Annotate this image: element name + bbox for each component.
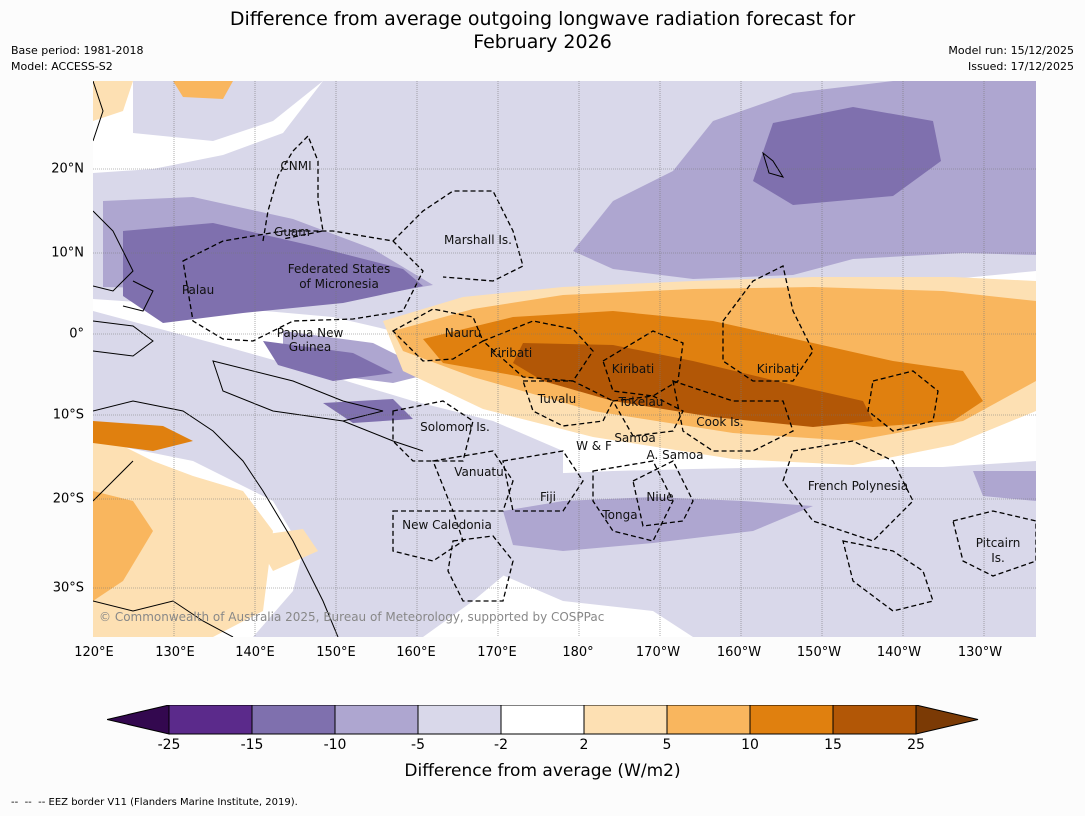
chart-title: Difference from average outgoing longwav… xyxy=(0,8,1085,54)
colorbar xyxy=(107,705,979,735)
x-tick: 160°E xyxy=(396,645,436,660)
colorbar-segment xyxy=(334,705,419,735)
title-line-2: February 2026 xyxy=(473,31,612,53)
colorbar-tick: 10 xyxy=(741,737,759,753)
colorbar-under-arrow xyxy=(107,705,170,735)
x-tick: 150°E xyxy=(316,645,356,660)
label-png-1: Papua New xyxy=(277,326,344,340)
y-tick: 30°S xyxy=(52,580,84,596)
x-tick: 150°W xyxy=(796,645,842,660)
title-line-1: Difference from average outgoing longwav… xyxy=(229,8,856,30)
colorbar-segment xyxy=(500,705,585,735)
x-tick: 140°E xyxy=(235,645,275,660)
colorbar-tick: 25 xyxy=(907,737,925,753)
label-cnmi: CNMI xyxy=(280,159,311,173)
label-pitcairn-2: Is. xyxy=(991,551,1005,565)
label-palau: Palau xyxy=(182,283,214,297)
colorbar-title: Difference from average (W/m2) xyxy=(404,761,681,781)
colorbar-segment xyxy=(666,705,751,735)
x-tick: 180° xyxy=(562,645,594,660)
graticule xyxy=(93,81,1036,637)
colorbar-segment xyxy=(832,705,917,735)
x-tick: 170°W xyxy=(635,645,681,660)
label-niue: Niue xyxy=(646,490,673,504)
base-period: Base period: 1981-2018 xyxy=(11,44,144,57)
label-marshall: Marshall Is. xyxy=(444,233,512,247)
label-vanuatu: Vanuatu xyxy=(454,465,504,479)
label-wf: W & F xyxy=(576,439,612,453)
label-french-polynesia: French Polynesia xyxy=(808,479,908,493)
eez-footnote: -- -- -- EEZ border V11 (Flanders Marine… xyxy=(11,797,298,808)
colorbar-segment xyxy=(749,705,834,735)
label-tuvalu: Tuvalu xyxy=(537,392,577,406)
label-fsm-1: Federated States xyxy=(288,262,390,276)
label-pitcairn-1: Pitcairn xyxy=(976,536,1021,550)
label-solomon: Solomon Is. xyxy=(420,420,490,434)
x-tick: 160°W xyxy=(716,645,762,660)
label-new-caledonia: New Caledonia xyxy=(402,518,492,532)
copyright-notice: © Commonwealth of Australia 2025, Bureau… xyxy=(99,610,604,624)
y-tick: 10°N xyxy=(51,245,84,261)
colorbar-tick: -5 xyxy=(411,737,425,753)
colorbar-segment xyxy=(417,705,502,735)
y-tick: 20°S xyxy=(52,491,84,507)
y-tick: 0° xyxy=(69,326,84,342)
issued-date: Issued: 17/12/2025 xyxy=(967,60,1074,73)
colorbar-tick: -10 xyxy=(323,737,347,753)
label-nauru: Nauru xyxy=(445,326,481,340)
region-labels: CNMI Guam Marshall Is. Federated States … xyxy=(182,159,1020,565)
x-tick: 170°E xyxy=(477,645,517,660)
meta-right: Model run: 15/12/2025 Issued: 17/12/2025 xyxy=(948,43,1074,75)
anomaly-band-minus15 xyxy=(123,107,941,423)
label-american-samoa: A. Samoa xyxy=(647,448,704,462)
label-png-2: Guinea xyxy=(289,340,332,354)
x-tick: 140°W xyxy=(876,645,922,660)
forecast-map: CNMI Guam Marshall Is. Federated States … xyxy=(93,81,1036,637)
colorbar-tick: 5 xyxy=(662,737,672,753)
colorbar-tick: -15 xyxy=(240,737,264,753)
label-guam: Guam xyxy=(274,225,310,239)
colorbar-tick: -2 xyxy=(494,737,508,753)
label-tokelau: Tokelau xyxy=(618,395,664,409)
x-tick: 130°W xyxy=(957,645,1003,660)
colorbar-over-arrow xyxy=(915,705,979,735)
label-fsm-2: of Micronesia xyxy=(299,277,379,291)
label-samoa: Samoa xyxy=(614,431,655,445)
anomaly-band-plus15 xyxy=(513,343,873,427)
model-name: Model: ACCESS-S2 xyxy=(11,60,113,73)
label-kiribati-west: Kiribati xyxy=(490,346,532,360)
colorbar-tick: 2 xyxy=(579,737,589,753)
label-fiji: Fiji xyxy=(540,490,556,504)
eez-borders xyxy=(182,134,1036,612)
colorbar-tick: 15 xyxy=(824,737,842,753)
label-tonga: Tonga xyxy=(601,508,637,522)
y-tick: 10°S xyxy=(52,407,84,423)
colorbar-tick: -25 xyxy=(157,737,181,753)
label-cook: Cook Is. xyxy=(696,415,743,429)
y-tick: 20°N xyxy=(51,161,84,177)
x-tick: 120°E xyxy=(74,645,114,660)
x-tick: 130°E xyxy=(155,645,195,660)
coastlines xyxy=(93,81,785,637)
label-kiribati-central: Kiribati xyxy=(612,362,654,376)
label-kiribati-east: Kiribati xyxy=(757,362,799,376)
colorbar-segment xyxy=(168,705,253,735)
colorbar-segment xyxy=(251,705,336,735)
meta-left: Base period: 1981-2018 Model: ACCESS-S2 xyxy=(11,43,143,75)
model-run: Model run: 15/12/2025 xyxy=(948,44,1074,57)
colorbar-segment xyxy=(583,705,668,735)
